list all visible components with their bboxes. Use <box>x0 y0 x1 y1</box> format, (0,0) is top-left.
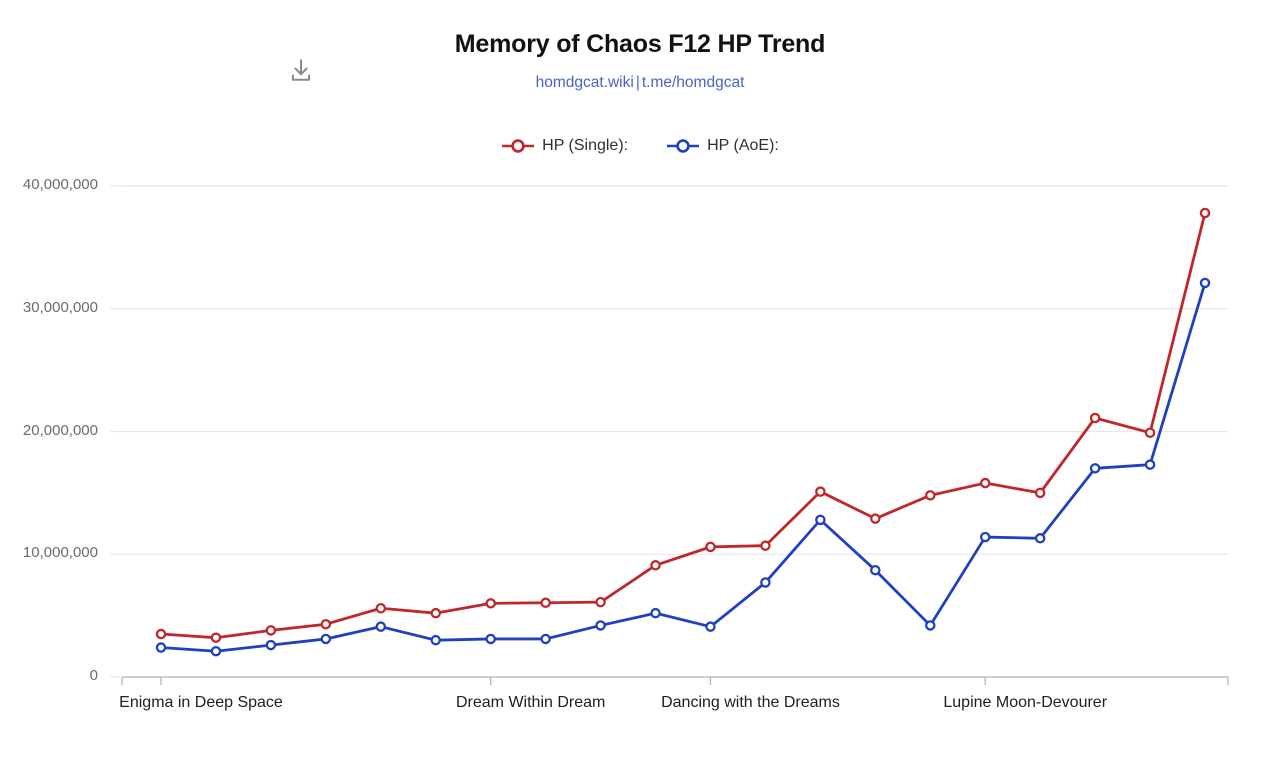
legend-item-aoe[interactable]: HP (AoE): <box>666 137 779 155</box>
data-point-aoe[interactable] <box>375 621 387 632</box>
data-point-single[interactable] <box>430 607 441 619</box>
data-point-single[interactable] <box>705 541 716 553</box>
data-point-aoe[interactable] <box>1144 459 1156 470</box>
x-axis-tick-label: Dancing with the Dreams <box>661 694 840 711</box>
x-axis-tick-label: Enigma in Deep Space <box>119 694 283 711</box>
data-point-single[interactable] <box>320 618 332 630</box>
legend-marker-aoe-icon <box>667 139 700 153</box>
data-point-aoe[interactable] <box>485 633 496 645</box>
data-point-aoe[interactable] <box>155 642 167 653</box>
data-point-single[interactable] <box>155 628 167 640</box>
data-point-single[interactable] <box>265 625 277 636</box>
data-point-single[interactable] <box>815 486 826 497</box>
data-point-aoe[interactable] <box>320 633 332 645</box>
chart-subtitle: homdgcat.wiki | t.me/homdgcat <box>0 74 1280 92</box>
y-axis-tick-label: 0 <box>89 667 98 684</box>
data-point-single[interactable] <box>375 603 387 614</box>
legend-item-single[interactable]: HP (Single): <box>501 137 628 155</box>
x-axis-tick-label: Lupine Moon-Devourer <box>943 694 1108 711</box>
data-point-aoe[interactable] <box>210 645 222 657</box>
subtitle-separator: | <box>635 74 640 91</box>
data-point-aoe[interactable] <box>540 633 551 645</box>
data-point-aoe[interactable] <box>430 634 441 646</box>
data-point-single[interactable] <box>1144 427 1156 438</box>
legend-marker-single-icon <box>502 139 535 153</box>
series-line-single <box>159 211 1207 640</box>
page-title: Memory of Chaos F12 HP Trend <box>454 30 826 58</box>
series-line-aoe <box>159 281 1207 653</box>
data-point-aoe[interactable] <box>870 564 881 576</box>
data-point-single[interactable] <box>760 540 771 551</box>
data-point-single[interactable] <box>1089 412 1101 424</box>
legend-label-single: HP (Single): <box>542 137 629 154</box>
data-point-single[interactable] <box>485 598 496 609</box>
data-point-single[interactable] <box>1199 207 1211 219</box>
data-point-aoe[interactable] <box>760 577 771 588</box>
data-point-aoe[interactable] <box>595 620 606 631</box>
chart-legend: HP (Single): HP (AoE): <box>0 137 1280 155</box>
data-point-aoe[interactable] <box>1199 277 1211 289</box>
data-point-aoe[interactable] <box>650 607 661 619</box>
subtitle-link-telegram[interactable]: t.me/homdgcat <box>641 74 745 91</box>
x-axis-tick-label: Dream Within Dream <box>455 694 606 711</box>
data-point-single[interactable] <box>925 490 936 501</box>
data-point-aoe[interactable] <box>925 620 936 631</box>
data-point-aoe[interactable] <box>705 621 716 632</box>
data-point-single[interactable] <box>979 477 991 489</box>
data-point-aoe[interactable] <box>1034 533 1046 544</box>
data-point-aoe[interactable] <box>1089 463 1101 474</box>
data-point-single[interactable] <box>870 513 881 524</box>
data-point-aoe[interactable] <box>265 639 277 651</box>
data-point-single[interactable] <box>595 596 606 608</box>
subtitle-link-wiki[interactable]: homdgcat.wiki <box>535 74 634 91</box>
y-axis-tick-label: 30,000,000 <box>22 298 98 316</box>
y-axis-tick-label: 10,000,000 <box>22 544 98 562</box>
data-point-single[interactable] <box>540 597 551 608</box>
data-point-aoe[interactable] <box>815 514 826 526</box>
data-point-aoe[interactable] <box>979 531 991 543</box>
data-point-single[interactable] <box>1034 487 1046 499</box>
download-icon[interactable] <box>286 56 316 86</box>
data-point-single[interactable] <box>210 632 222 643</box>
legend-label-aoe: HP (AoE): <box>707 137 779 154</box>
y-axis-tick-label: 20,000,000 <box>22 421 98 439</box>
data-point-single[interactable] <box>650 560 661 571</box>
y-axis-tick-label: 40,000,000 <box>22 176 98 193</box>
